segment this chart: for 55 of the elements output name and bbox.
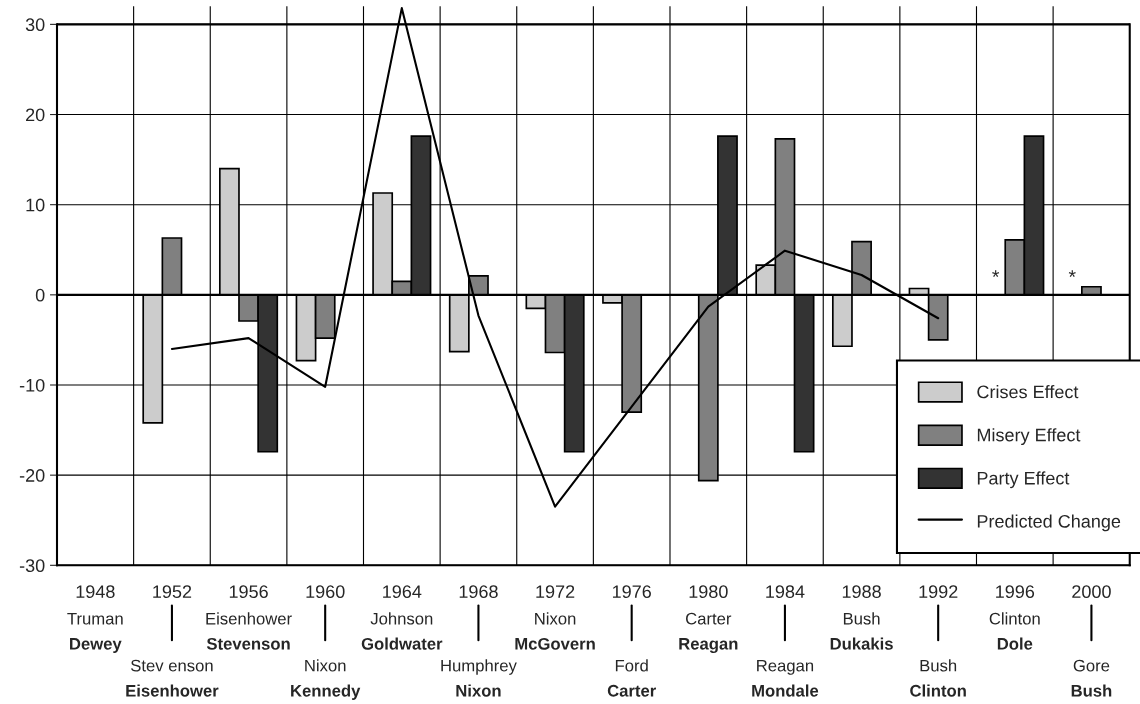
text: Dukakis: [830, 637, 893, 650]
x-tick-label: 1984: [766, 585, 805, 599]
text: Humphrey: [441, 659, 517, 675]
y-tick-label: 0: [35, 288, 45, 302]
text: Nixon: [535, 612, 576, 625]
text: Dole: [997, 637, 1033, 650]
text: Nixon: [456, 684, 501, 697]
text: Mondale: [752, 684, 819, 697]
annotation: *: [1068, 270, 1076, 278]
text: Carter: [607, 684, 656, 697]
text: Carter: [686, 612, 732, 625]
y-tick-label: 10: [26, 198, 45, 212]
text: Bush: [920, 659, 957, 672]
legend-label: Misery Effect: [977, 428, 1081, 445]
text: Eisenhower: [206, 612, 292, 625]
x-tick-label: 1960: [306, 585, 345, 599]
text: Stev enson: [131, 659, 213, 672]
text: Kennedy: [291, 684, 361, 700]
text: Eisenhower: [126, 684, 219, 697]
x-tick-label: 1988: [842, 585, 881, 599]
x-tick-label: 1956: [229, 585, 268, 599]
legend-label: Party Effect: [977, 471, 1070, 489]
text: McGovern: [515, 637, 595, 650]
text: Clinton: [910, 684, 966, 697]
text: Gore: [1073, 659, 1110, 672]
x-tick-label: 1972: [536, 585, 575, 599]
x-tick-label: 1992: [919, 585, 958, 599]
text: Stevenson: [206, 637, 290, 650]
annotation: *: [992, 270, 1000, 278]
y-tick-label: 30: [25, 18, 45, 32]
text: Bush: [843, 612, 880, 625]
x-tick-label: 1976: [612, 585, 651, 599]
text: Johnson: [370, 612, 433, 625]
text: Clinton: [989, 612, 1040, 625]
x-tick-label: 1964: [383, 585, 422, 599]
y-tick-label: -20: [19, 469, 45, 482]
text: Dewey: [70, 638, 122, 654]
y-tick-label: -30: [19, 559, 45, 573]
legend-label: Crises Effect: [977, 385, 1079, 399]
x-tick-label: 1996: [996, 585, 1035, 599]
x-tick-label: 1968: [459, 585, 498, 599]
x-tick-label: 2000: [1072, 585, 1111, 599]
legend-label: Predicted Change: [977, 514, 1121, 532]
text: Bush: [1071, 684, 1112, 697]
text: Nixon: [305, 659, 346, 672]
text: Reagan: [679, 638, 738, 654]
x-tick-label: 1948: [76, 585, 115, 599]
text: Reagan: [757, 659, 814, 675]
text: Ford: [615, 659, 648, 672]
x-tick-label: 1952: [153, 585, 192, 599]
text: Truman: [67, 612, 123, 625]
text: Goldwater: [361, 637, 443, 650]
x-tick-label: 1980: [689, 585, 728, 599]
y-tick-label: -10: [19, 378, 45, 392]
y-tick-label: 20: [26, 108, 45, 122]
